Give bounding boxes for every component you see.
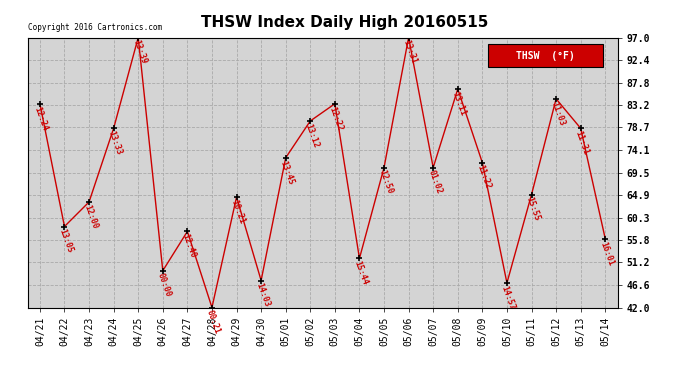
Text: 12:22: 12:22 (328, 105, 345, 132)
Text: 13:39: 13:39 (131, 39, 148, 66)
Text: 15:44: 15:44 (353, 260, 369, 286)
Text: 12:50: 12:50 (377, 169, 394, 195)
Text: 14:03: 14:03 (254, 282, 271, 309)
Text: 12:00: 12:00 (82, 203, 99, 230)
Text: 16:01: 16:01 (598, 240, 615, 267)
FancyBboxPatch shape (488, 44, 603, 67)
Text: THSW Index Daily High 20160515: THSW Index Daily High 20160515 (201, 15, 489, 30)
Text: 14:57: 14:57 (500, 284, 517, 311)
Text: 00:00: 00:00 (156, 272, 172, 298)
Text: 10:21: 10:21 (230, 198, 246, 225)
Text: THSW  (°F): THSW (°F) (516, 51, 575, 61)
Text: 15:55: 15:55 (524, 196, 542, 222)
Text: Copyright 2016 Cartronics.com: Copyright 2016 Cartronics.com (28, 23, 161, 32)
Text: 12:40: 12:40 (180, 233, 197, 260)
Text: 13:05: 13:05 (57, 228, 75, 255)
Text: 11:22: 11:22 (475, 164, 492, 190)
Text: 11:31: 11:31 (573, 130, 591, 156)
Text: 13:11: 13:11 (451, 90, 468, 117)
Text: 13:31: 13:31 (402, 39, 419, 66)
Text: 01:02: 01:02 (426, 169, 443, 195)
Text: 00:21: 00:21 (205, 309, 222, 336)
Text: 13:33: 13:33 (106, 130, 124, 156)
Text: 11:03: 11:03 (549, 100, 566, 127)
Text: 12:24: 12:24 (33, 105, 50, 132)
Text: 13:12: 13:12 (303, 122, 320, 149)
Text: 13:45: 13:45 (279, 159, 295, 186)
